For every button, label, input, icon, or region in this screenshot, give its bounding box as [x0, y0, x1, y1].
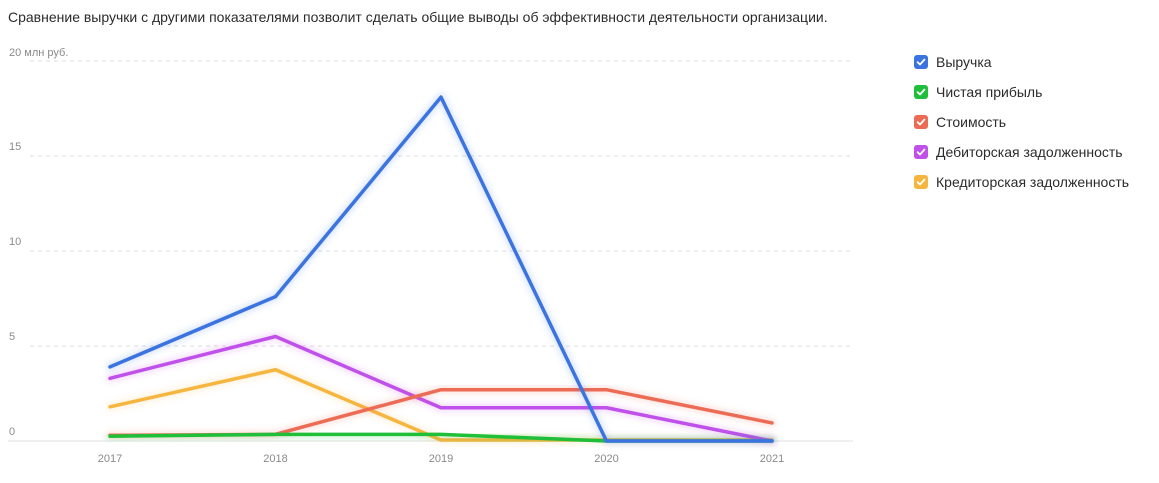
- x-tick-label: 2019: [429, 453, 453, 465]
- legend-item-1[interactable]: Выручка: [914, 47, 1154, 77]
- legend-label: Дебиторская задолженность: [936, 144, 1123, 160]
- legend-item-4[interactable]: Дебиторская задолженность: [914, 137, 1154, 167]
- line-chart: 20 млн руб. 0 5 10 15 2017 2018 2019 2020 2021: [8, 47, 853, 465]
- legend-label: Кредиторская задолженность: [936, 174, 1130, 190]
- y-tick-label: 15: [9, 141, 21, 153]
- legend-item-5[interactable]: Кредиторская задолженность: [914, 167, 1154, 197]
- y-axis-unit-label: 20 млн руб.: [9, 47, 68, 59]
- x-tick-label: 2017: [98, 453, 122, 465]
- x-tick-label: 2018: [263, 453, 287, 465]
- checkbox-checked-icon[interactable]: [914, 145, 928, 159]
- series-1-line: [108, 95, 774, 443]
- checkbox-checked-icon[interactable]: [914, 85, 928, 99]
- legend-label: Стоимость: [936, 114, 1007, 130]
- y-tick-label: 0: [9, 426, 15, 438]
- legend-label: Чистая прибыль: [936, 84, 1043, 100]
- chart-description: Сравнение выручки с другими показателями…: [8, 9, 828, 25]
- checkbox-checked-icon[interactable]: [914, 175, 928, 189]
- x-tick-label: 2021: [760, 453, 784, 465]
- series-4-line: [108, 334, 774, 443]
- legend-item-2[interactable]: Чистая прибыль: [914, 77, 1154, 107]
- y-tick-label: 5: [9, 331, 15, 343]
- checkbox-checked-icon[interactable]: [914, 115, 928, 129]
- series-3-line: [108, 387, 774, 438]
- x-tick-label: 2020: [594, 453, 618, 465]
- chart-area: 20 млн руб. 0 5 10 15 2017 2018 2019 2020 2021: [8, 47, 853, 465]
- legend-label: Выручка: [936, 54, 992, 70]
- series-3-glow: [106, 385, 776, 440]
- legend-item-3[interactable]: Стоимость: [914, 107, 1154, 137]
- y-tick-label: 10: [9, 236, 21, 248]
- legend: Выручка Чистая прибыль Стоимость Дебиторска…: [914, 47, 1154, 197]
- checkbox-checked-icon[interactable]: [914, 55, 928, 69]
